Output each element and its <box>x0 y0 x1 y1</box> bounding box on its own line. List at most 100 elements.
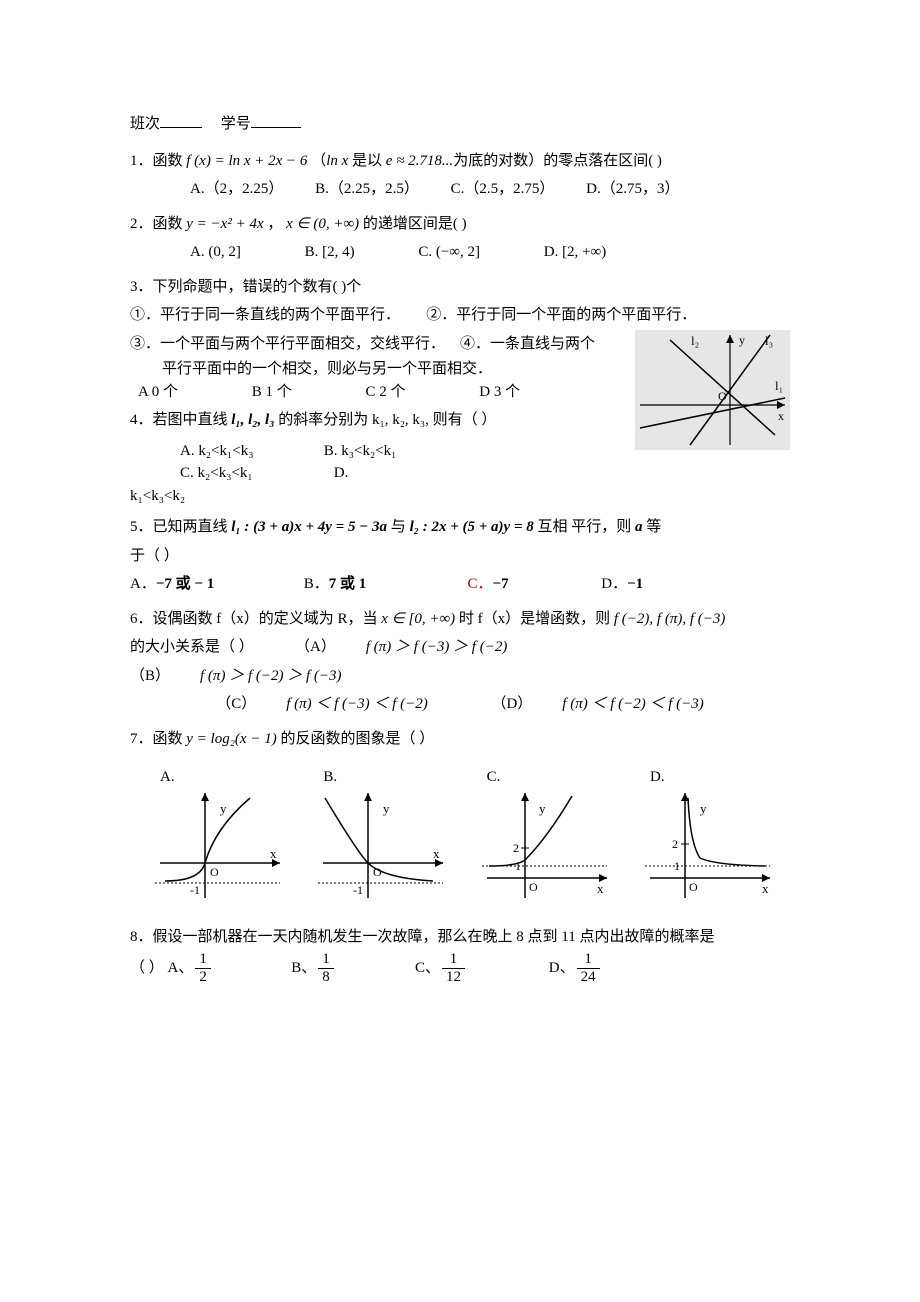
q3-opt-d[interactable]: D 3 个 <box>479 381 520 404</box>
q8-options: （ ） A、12 B、18 C、112 D、124 <box>130 952 790 985</box>
q6-fns: f (−2), f (π), f (−3) <box>614 611 725 627</box>
svg-text:1: 1 <box>515 859 521 873</box>
q6-opt-a[interactable]: （A） f (π) ＞ f (−3) ＞ f (−2) <box>295 633 537 662</box>
q1-opt-a[interactable]: A.（2，2.25） <box>190 175 283 204</box>
q7-stem-b: 的反函数的图象是（ ） <box>277 731 435 747</box>
svg-text:y: y <box>539 801 546 816</box>
q6-stem-a: 6．设偶函数 f（x）的定义域为 R，当 <box>130 611 381 627</box>
q7-graph-a[interactable]: A. y x O -1 <box>150 759 300 913</box>
q1-formula: f (x) = ln x + 2x − 6 <box>186 153 307 169</box>
q5-opt-b[interactable]: B．7 或 1 <box>304 570 464 599</box>
q1-e: e ≈ 2.718... <box>386 153 453 169</box>
q5-l2: l₂ : 2x + (5 + a)y = 8 <box>410 519 534 535</box>
question-1: 1．函数 f (x) = ln x + 2x − 6 （ln x 是以 e ≈ … <box>130 147 790 204</box>
q6-opt-d[interactable]: （D） f (π) ＜ f (−2) ＜ f (−3) <box>491 690 733 719</box>
q3-opt-a[interactable]: A 0 个 <box>138 381 248 404</box>
svg-text:x: x <box>270 846 277 861</box>
fig-y-label: y <box>739 333 745 347</box>
q5-a: a <box>635 519 643 535</box>
q6-stem-b: 时 f（x）是增函数，则 <box>455 611 614 627</box>
q1-opt-d[interactable]: D.（2.75，3） <box>586 175 679 204</box>
svg-text:1: 1 <box>674 859 680 873</box>
q2-options: A. (0, 2] B. [2, 4) C. (−∞, 2] D. [2, +∞… <box>130 238 790 267</box>
q5-stem-a: 5．已知两直线 <box>130 519 231 535</box>
q1-options: A.（2，2.25） B.（2.25，2.5） C.（2.5，2.75） D.（… <box>130 175 790 204</box>
q3-opt-c[interactable]: C 2 个 <box>366 381 476 404</box>
q8-stem: 8．假设一部机器在一天内随机发生一次故障，那么在晚上 8 点到 11 点内出故障… <box>130 923 790 952</box>
q3-stmt-1: ①．平行于同一条直线的两个平面平行． <box>130 307 400 323</box>
svg-text:y: y <box>383 801 390 816</box>
svg-text:x: x <box>762 881 769 896</box>
fig-l3-label: l₃ <box>765 333 773 348</box>
svg-text:O: O <box>210 865 219 879</box>
q2-stem-a: 2．函数 <box>130 216 186 232</box>
q7-graph-b[interactable]: B. y x O -1 <box>313 759 463 913</box>
q1-paren-open: （ <box>311 153 326 169</box>
q2-opt-d[interactable]: D. [2, +∞) <box>544 238 606 267</box>
q4-opt-b[interactable]: B. k₃<k₂<k₁ <box>324 440 474 463</box>
q8-opt-d[interactable]: D、124 <box>549 952 602 985</box>
q4-lines: l₁, l₂, l₃ <box>231 412 274 428</box>
svg-text:2: 2 <box>513 841 519 855</box>
q5-stem-c: 互相 平行，则 <box>534 519 635 535</box>
q6-opt-c[interactable]: （C） f (π) ＜ f (−3) ＜ f (−2) <box>216 690 458 719</box>
class-blank[interactable] <box>160 112 202 128</box>
q7-fn: y = log₂(x − 1) <box>186 731 276 747</box>
class-label: 班次 <box>130 116 160 132</box>
q7-graphs: A. y x O -1 B. y x O -1 <box>150 759 790 913</box>
q7-graph-c[interactable]: C. y x O 2 1 <box>477 759 627 913</box>
svg-text:O: O <box>689 880 698 894</box>
q7-label-d: D. <box>650 769 665 785</box>
question-6: 6．设偶函数 f（x）的定义域为 R，当 x ∈ [0, +∞) 时 f（x）是… <box>130 605 790 719</box>
id-label: 学号 <box>221 116 251 132</box>
fig-o-label: O <box>718 389 727 403</box>
q1-opt-c[interactable]: C.（2.5，2.75） <box>451 175 555 204</box>
q1-stem-c: 是以 <box>348 153 386 169</box>
q5-opt-c[interactable]: C．−7 <box>468 570 598 599</box>
q3-stmt-4a: ④．一条直线与两个 <box>460 336 595 352</box>
svg-text:x: x <box>433 846 440 861</box>
q4-opt-d-cont[interactable]: k₁<k₃<k₂ <box>130 485 790 508</box>
svg-text:O: O <box>373 865 382 879</box>
svg-text:O: O <box>529 880 538 894</box>
q7-graph-d[interactable]: D. y x O 2 1 <box>640 759 790 913</box>
q5-l1: l₁ : (3 + a)x + 4y = 5 − 3a <box>231 519 387 535</box>
q2-opt-b[interactable]: B. [2, 4) <box>305 238 355 267</box>
q2-domain: x ∈ (0, +∞) <box>286 216 359 232</box>
q3-opt-b[interactable]: B 1 个 <box>252 381 362 404</box>
question-7: 7．函数 y = log₂(x − 1) 的反函数的图象是（ ） A. y x … <box>130 725 790 914</box>
fig-l2-label: l₂ <box>691 333 699 348</box>
q2-stem-c: 的递增区间是( ) <box>359 216 467 232</box>
q7-label-b: B. <box>323 769 337 785</box>
q5-opt-a[interactable]: A．−7 或 − 1 <box>130 570 300 599</box>
q4-opt-a[interactable]: A. k₂<k₁<k₃ <box>180 440 320 463</box>
q6-opt-b[interactable]: （B） f (π) ＞ f (−2) ＞ f (−3) <box>130 662 372 691</box>
q4-stem-a: 4．若图中直线 <box>130 412 231 428</box>
q1-opt-b[interactable]: B.（2.25，2.5） <box>315 175 419 204</box>
q2-comma: ， <box>264 216 287 232</box>
q5-stem-d: 等 <box>643 519 662 535</box>
q4-opt-c[interactable]: C. k₂<k₃<k₁ <box>180 462 330 485</box>
q5-opt-d[interactable]: D．−1 <box>601 576 643 592</box>
q7-stem-a: 7．函数 <box>130 731 186 747</box>
svg-text:-1: -1 <box>353 883 363 897</box>
q2-opt-c[interactable]: C. (−∞, 2] <box>418 238 480 267</box>
q7-label-c: C. <box>487 769 501 785</box>
q3-stem: 3．下列命题中，错误的个数有( )个 <box>130 273 790 302</box>
q6-stem-c: 的大小关系是（ ） <box>130 633 254 662</box>
q3-stmt-4b: 平行平面中的一个相交，则必与另一个平面相交． <box>162 361 492 377</box>
q7-label-a: A. <box>160 769 175 785</box>
q2-opt-a[interactable]: A. (0, 2] <box>190 238 241 267</box>
q4-opt-d[interactable]: D. <box>334 465 349 481</box>
q5-and: 与 <box>387 519 410 535</box>
q8-opt-b[interactable]: B、18 <box>291 952 411 985</box>
q4-options: A. k₂<k₁<k₃ B. k₃<k₂<k₁ C. k₂<k₃<k₁ D. <box>130 440 790 485</box>
id-blank[interactable] <box>251 112 301 128</box>
q8-opt-a[interactable]: A、12 <box>168 952 288 985</box>
q1-stem-d: 为底的对数）的零点落在区间( ) <box>453 153 662 169</box>
q8-opt-c[interactable]: C、112 <box>415 952 545 985</box>
q8-paren: （ ） <box>130 959 164 975</box>
question-5: 5．已知两直线 l₁ : (3 + a)x + 4y = 5 − 3a 与 l₂… <box>130 513 790 599</box>
q1-lnx: ln x <box>326 153 348 169</box>
q6-dom: x ∈ [0, +∞) <box>381 611 455 627</box>
